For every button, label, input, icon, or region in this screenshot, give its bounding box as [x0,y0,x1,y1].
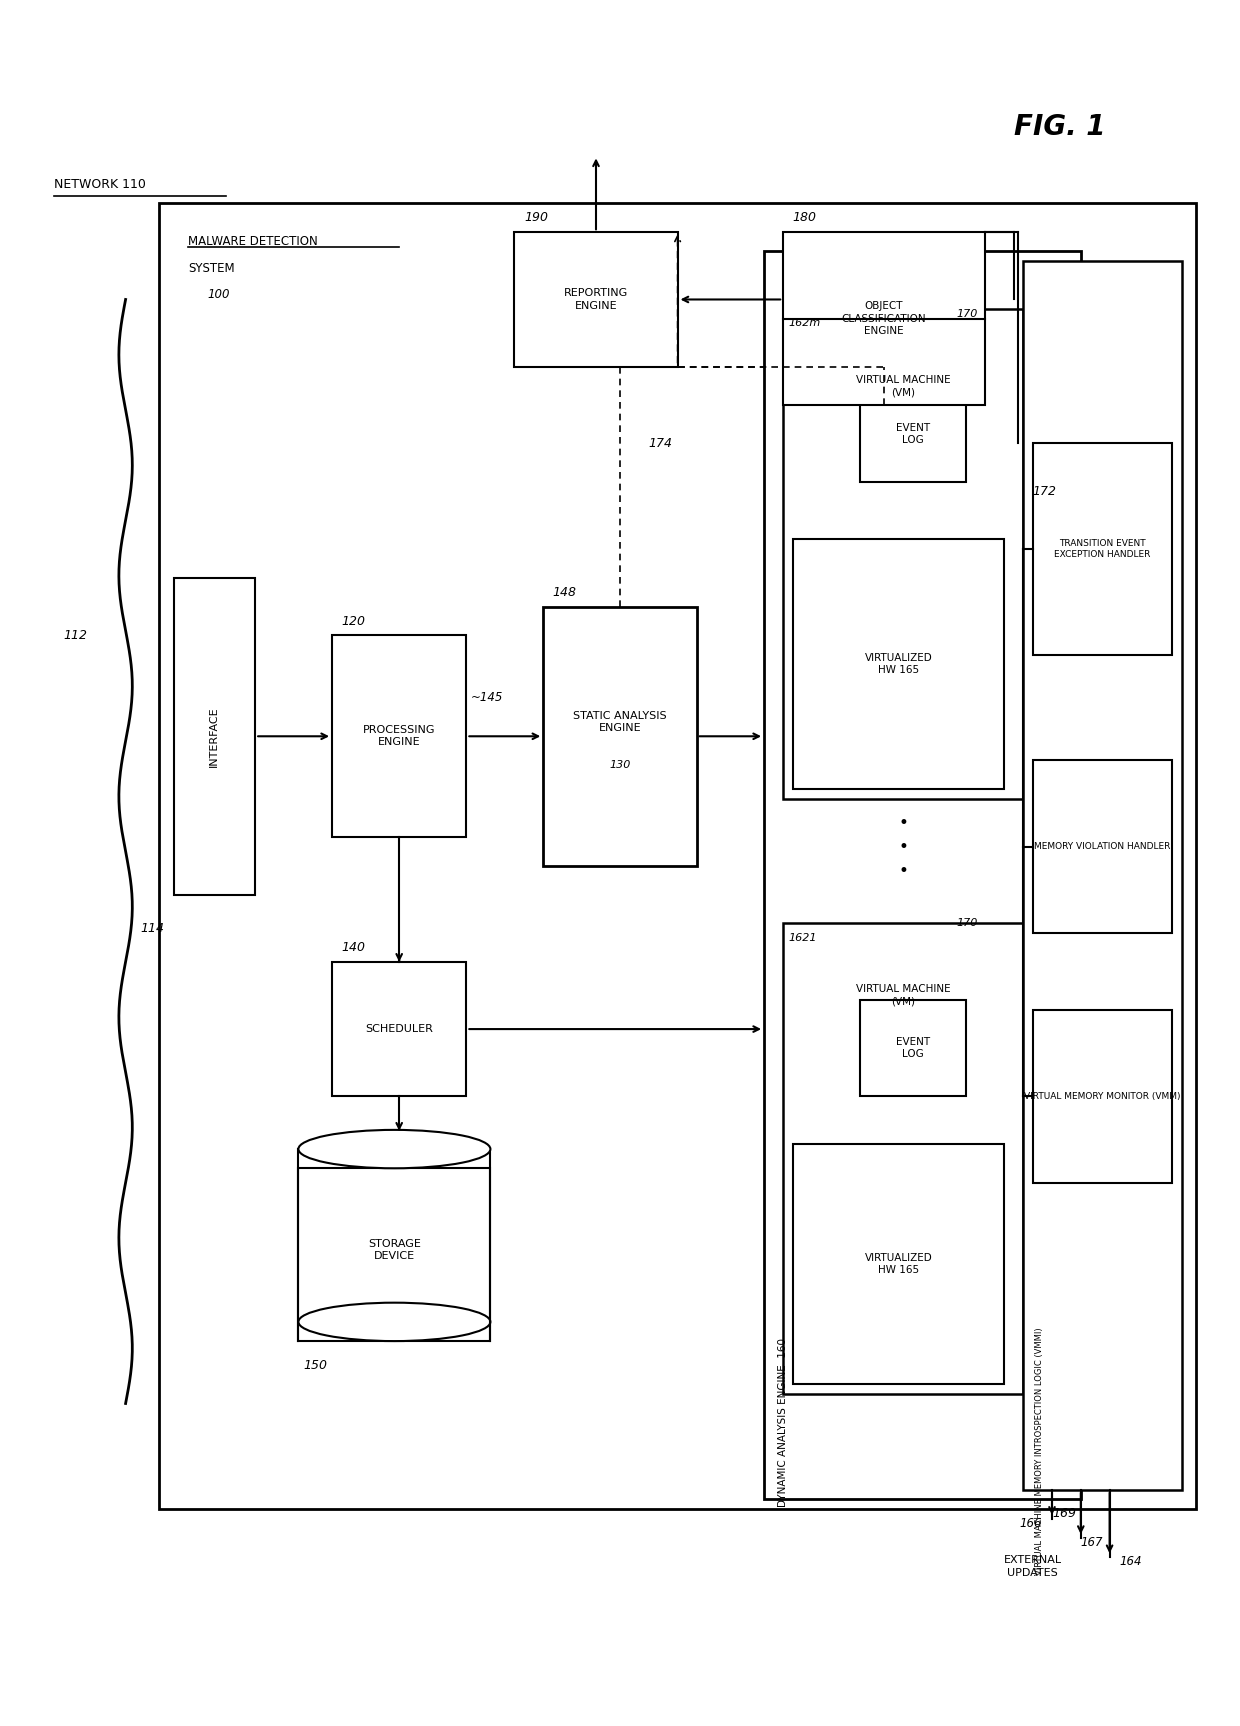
Bar [792,540,1004,789]
Text: SCHEDULER: SCHEDULER [366,1024,433,1034]
Text: VIRTUALIZED
HW 165: VIRTUALIZED HW 165 [864,652,932,675]
Text: 164: 164 [1120,1555,1142,1569]
Text: 170: 170 [956,918,977,929]
Text: 172: 172 [1033,485,1056,499]
Text: 167: 167 [1081,1536,1104,1550]
Bar [784,233,985,406]
Bar [159,204,1197,1509]
Bar [1023,261,1182,1490]
Text: 174: 174 [649,437,673,450]
Text: •: • [898,813,908,832]
Bar [764,252,1081,1500]
Text: STORAGE
DEVICE: STORAGE DEVICE [368,1239,420,1262]
Text: EXTERNAL
UPDATES: EXTERNAL UPDATES [1003,1555,1061,1578]
Bar [515,233,677,366]
Text: 190: 190 [525,211,548,224]
Text: 140: 140 [341,941,366,954]
Text: NETWORK 110: NETWORK 110 [53,178,145,192]
Bar [1033,759,1172,934]
Text: PROCESSING
ENGINE: PROCESSING ENGINE [363,725,435,747]
Bar [784,309,1023,799]
Bar [861,1001,966,1096]
Ellipse shape [299,1303,490,1341]
Text: REPORTING
ENGINE: REPORTING ENGINE [564,288,629,311]
Text: 130: 130 [609,759,631,770]
Text: VIRTUAL MEMORY MONITOR (VMM): VIRTUAL MEMORY MONITOR (VMM) [1024,1093,1180,1101]
Text: 114: 114 [140,922,164,935]
Text: VIRTUAL MACHINE
(VM): VIRTUAL MACHINE (VM) [856,375,951,397]
Text: •: • [898,837,908,856]
Text: STATIC ANALYSIS
ENGINE: STATIC ANALYSIS ENGINE [573,711,667,734]
Text: 100: 100 [207,288,229,300]
Bar [543,606,697,866]
Text: 170: 170 [956,309,977,319]
Text: VIRTUAL MACHINE
(VM): VIRTUAL MACHINE (VM) [856,984,951,1006]
Bar [332,635,466,837]
Bar [861,387,966,482]
Text: SYSTEM: SYSTEM [188,262,234,274]
Bar [792,1144,1004,1384]
Text: 1621: 1621 [787,932,816,942]
Text: FIG. 1: FIG. 1 [1013,112,1105,142]
Bar [299,1169,490,1341]
Bar [784,923,1023,1395]
Bar [174,578,255,894]
Text: VIRTUAL MACHINE MEMORY INTROSPECTION LOGIC (VMMI): VIRTUAL MACHINE MEMORY INTROSPECTION LOG… [1034,1327,1044,1576]
Text: 162m: 162m [787,319,820,328]
Text: DYNAMIC ANALYSIS ENGINE  160: DYNAMIC ANALYSIS ENGINE 160 [779,1338,789,1507]
Text: •: • [898,861,908,880]
Text: EVENT
LOG: EVENT LOG [895,1037,930,1060]
Bar [1033,444,1172,654]
Ellipse shape [299,1131,490,1169]
Text: ~145: ~145 [471,692,503,704]
Text: TRANSITION EVENT
EXCEPTION HANDLER: TRANSITION EVENT EXCEPTION HANDLER [1054,539,1151,559]
Text: 112: 112 [63,628,87,642]
Text: MALWARE DETECTION: MALWARE DETECTION [188,235,317,249]
Text: 169: 169 [1052,1507,1076,1521]
Text: 166: 166 [1019,1517,1043,1529]
Text: 120: 120 [341,614,366,628]
Text: 180: 180 [792,211,817,224]
Text: 148: 148 [553,585,577,599]
Text: VIRTUALIZED
HW 165: VIRTUALIZED HW 165 [864,1253,932,1276]
Text: OBJECT
CLASSIFICATION
ENGINE: OBJECT CLASSIFICATION ENGINE [842,302,926,337]
Text: INTERFACE: INTERFACE [208,706,219,766]
Text: EVENT
LOG: EVENT LOG [895,423,930,445]
Bar [332,961,466,1096]
Bar [1033,1010,1172,1182]
Text: MEMORY VIOLATION HANDLER: MEMORY VIOLATION HANDLER [1034,842,1171,851]
Text: 150: 150 [304,1358,327,1372]
